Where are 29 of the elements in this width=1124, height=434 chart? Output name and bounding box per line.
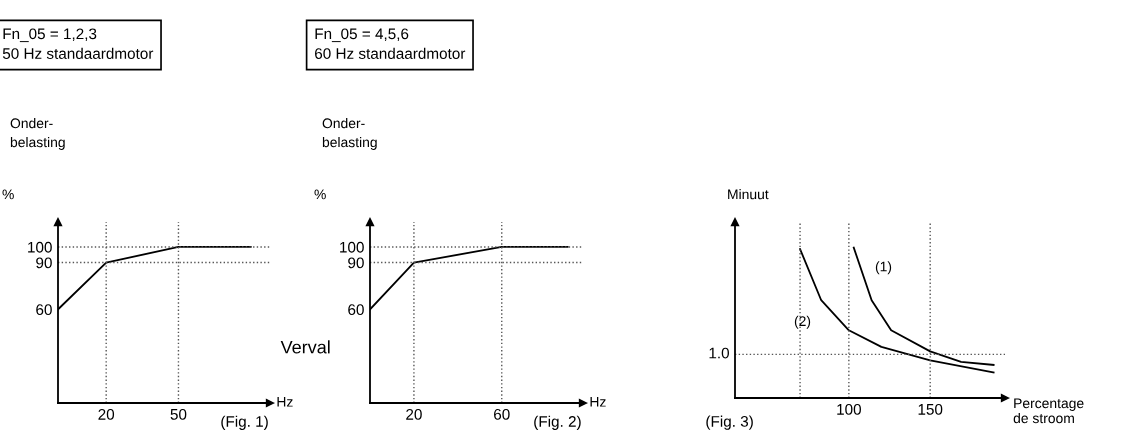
- text: (Fig. 1): [221, 415, 268, 430]
- text: Verval: [280, 340, 330, 354]
- annotation: (1): [875, 261, 892, 275]
- text: 1.0: [709, 347, 729, 359]
- y-axis-title: %: [314, 189, 326, 200]
- x-tick-label: 50: [170, 408, 187, 420]
- y-tick-label: 60: [36, 304, 52, 316]
- y-tick-label: 100: [340, 241, 364, 253]
- text: (Fig. 3): [706, 415, 753, 430]
- x-axis-title: Percentage de stroom: [1013, 398, 1084, 424]
- y-axis-title: %: [2, 189, 14, 200]
- x-tick-label: 20: [98, 408, 115, 420]
- chart-subtitle: Onder- belasting: [10, 118, 65, 150]
- text: (Fig. 2): [534, 415, 581, 430]
- x-tick-label: 20: [406, 408, 422, 420]
- x-axis-title: Hz: [277, 397, 293, 407]
- chart-title: Fn_05 = 4,5,6 60 Hz standaardmotor: [315, 28, 466, 59]
- x-tick-label: 150: [918, 403, 943, 415]
- y-tick-label: 60: [348, 304, 364, 316]
- y-tick-label: 90: [36, 257, 52, 269]
- annotation: (2): [794, 315, 811, 329]
- y-tick-label: 90: [348, 257, 364, 269]
- x-tick-label: 60: [494, 408, 510, 420]
- x-axis-title: Hz: [590, 397, 606, 407]
- chart-subtitle: Onder- belasting: [322, 118, 377, 150]
- chart-title: Fn_05 = 1,2,3 50 Hz standaardmotor: [2, 28, 154, 59]
- y-axis-title: Minuut: [728, 189, 769, 200]
- x-tick-label: 100: [837, 403, 861, 415]
- y-tick-label: 100: [28, 241, 52, 253]
